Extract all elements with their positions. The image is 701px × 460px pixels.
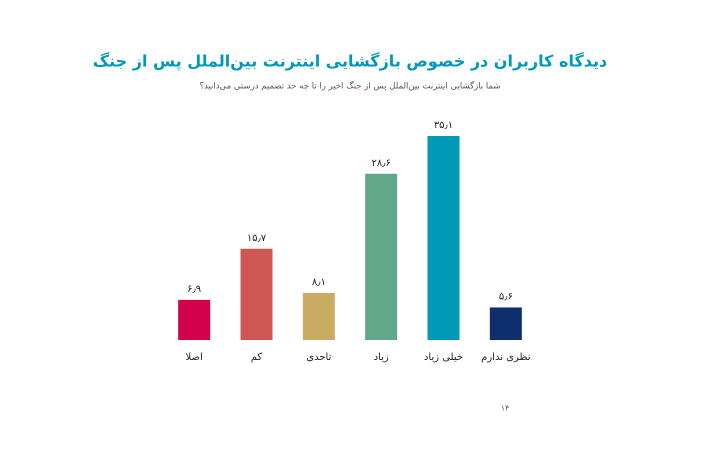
- value-label: ۳۵٫۱: [434, 120, 453, 131]
- chart-title: دیدگاه کاربران در خصوص بازگشایی اینترنت …: [93, 52, 607, 72]
- value-label: ۱۵٫۷: [247, 233, 267, 244]
- bar: [178, 299, 211, 340]
- value-label: ۲۸٫۶: [371, 158, 390, 169]
- x-tick-label: اصلا: [186, 352, 203, 363]
- value-label: ۵٫۶: [499, 291, 513, 302]
- value-label: ۶٫۹: [187, 284, 201, 295]
- bar: [427, 136, 460, 340]
- value-label: ۸٫۱: [312, 277, 326, 288]
- x-tick-label: زیاد: [374, 352, 389, 363]
- x-tick-label: خیلی زیاد: [424, 352, 463, 363]
- bar: [302, 292, 335, 340]
- x-tick-label: نظری ندارم: [481, 352, 530, 363]
- x-tick-label: تاحدی: [306, 352, 331, 363]
- x-tick-label: کم: [251, 352, 263, 363]
- page-number: ۱۴: [501, 404, 510, 413]
- bar: [240, 248, 273, 340]
- bar: [365, 173, 398, 340]
- chart-subtitle: شما بازگشایی اینترنت بین‌الملل پس از جنگ…: [199, 81, 500, 92]
- bar: [489, 307, 522, 340]
